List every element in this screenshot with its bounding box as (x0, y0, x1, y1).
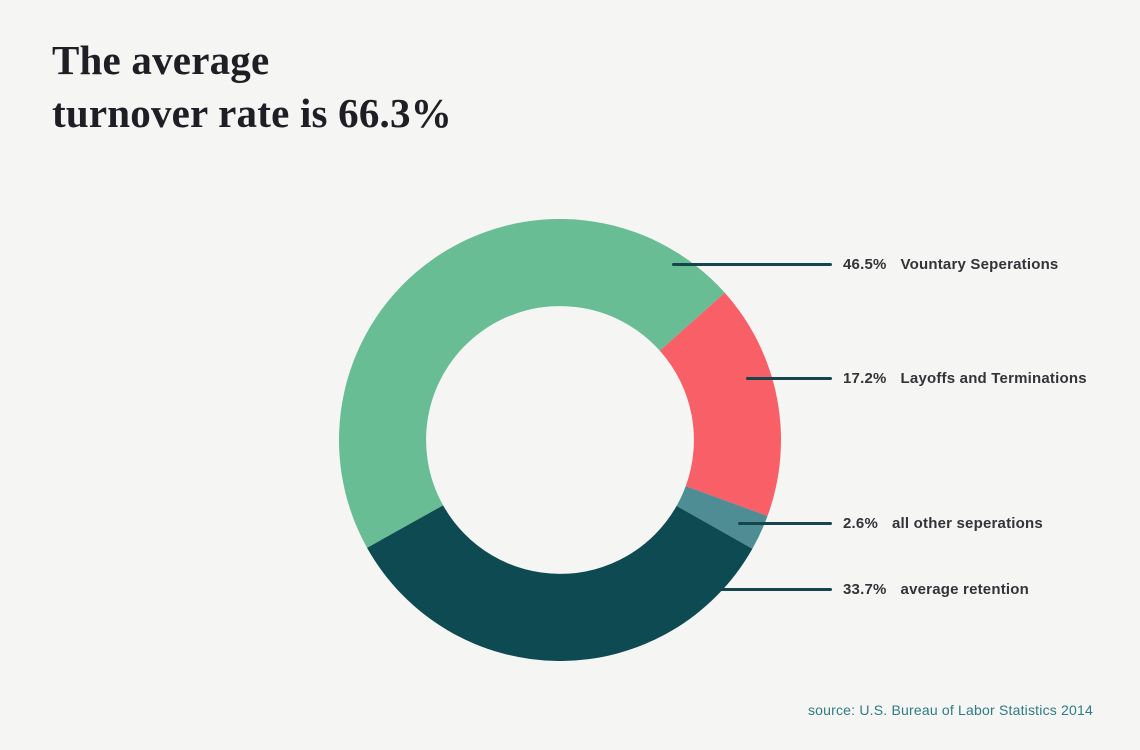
page-title-line2: turnover rate is 66.3% (52, 90, 452, 136)
donut-segment-layoffs-and-terminations (659, 292, 781, 517)
segment-percentage: 17.2% (843, 370, 887, 387)
donut-chart (339, 219, 781, 661)
callout-label: 33.7% average retention (843, 581, 1029, 599)
leader-line (718, 588, 832, 591)
segment-label: Vountary Seperations (900, 256, 1059, 273)
callout-label: 17.2% Layoffs and Terminations (843, 370, 1087, 388)
leader-line (738, 522, 832, 525)
leader-line (746, 377, 832, 380)
callout-label: 2.6% all other seperations (843, 515, 1043, 533)
segment-percentage: 33.7% (843, 581, 887, 598)
page-title: The average turnover rate is 66.3% (52, 34, 452, 140)
donut-segment-all-other-seperations (676, 486, 768, 549)
leader-line (672, 263, 832, 266)
segment-percentage: 2.6% (843, 515, 878, 532)
segment-percentage: 46.5% (843, 256, 887, 273)
segment-label: all other seperations (892, 515, 1043, 532)
segment-label: Layoffs and Terminations (900, 370, 1087, 387)
donut-segment-average-retention (367, 505, 753, 661)
callout-label: 46.5% Vountary Seperations (843, 256, 1058, 274)
source-attribution: source: U.S. Bureau of Labor Statistics … (807, 702, 1093, 718)
page-title-line1: The average (52, 37, 270, 83)
donut-segment-vountary-seperations (339, 219, 725, 548)
segment-label: average retention (900, 581, 1029, 598)
